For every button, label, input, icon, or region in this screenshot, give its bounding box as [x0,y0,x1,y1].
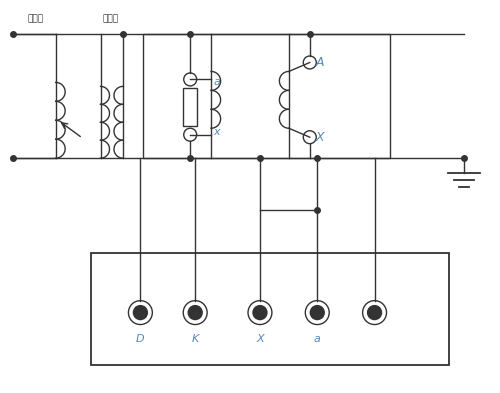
Circle shape [188,306,202,320]
Circle shape [134,306,147,320]
Bar [143,33,390,158]
Bar [90,253,450,365]
Bar [183,88,197,126]
Text: 升压器: 升压器 [102,14,118,23]
Text: X: X [256,334,264,343]
Text: D: D [136,334,144,343]
Text: X: X [316,131,324,144]
Text: A: A [316,56,324,69]
Text: x: x [214,127,220,137]
Circle shape [253,306,267,320]
Text: a: a [314,334,320,343]
Text: K: K [192,334,199,343]
Circle shape [310,306,324,320]
Text: 调压器: 调压器 [28,14,44,23]
Circle shape [368,306,382,320]
Text: a: a [214,77,220,87]
